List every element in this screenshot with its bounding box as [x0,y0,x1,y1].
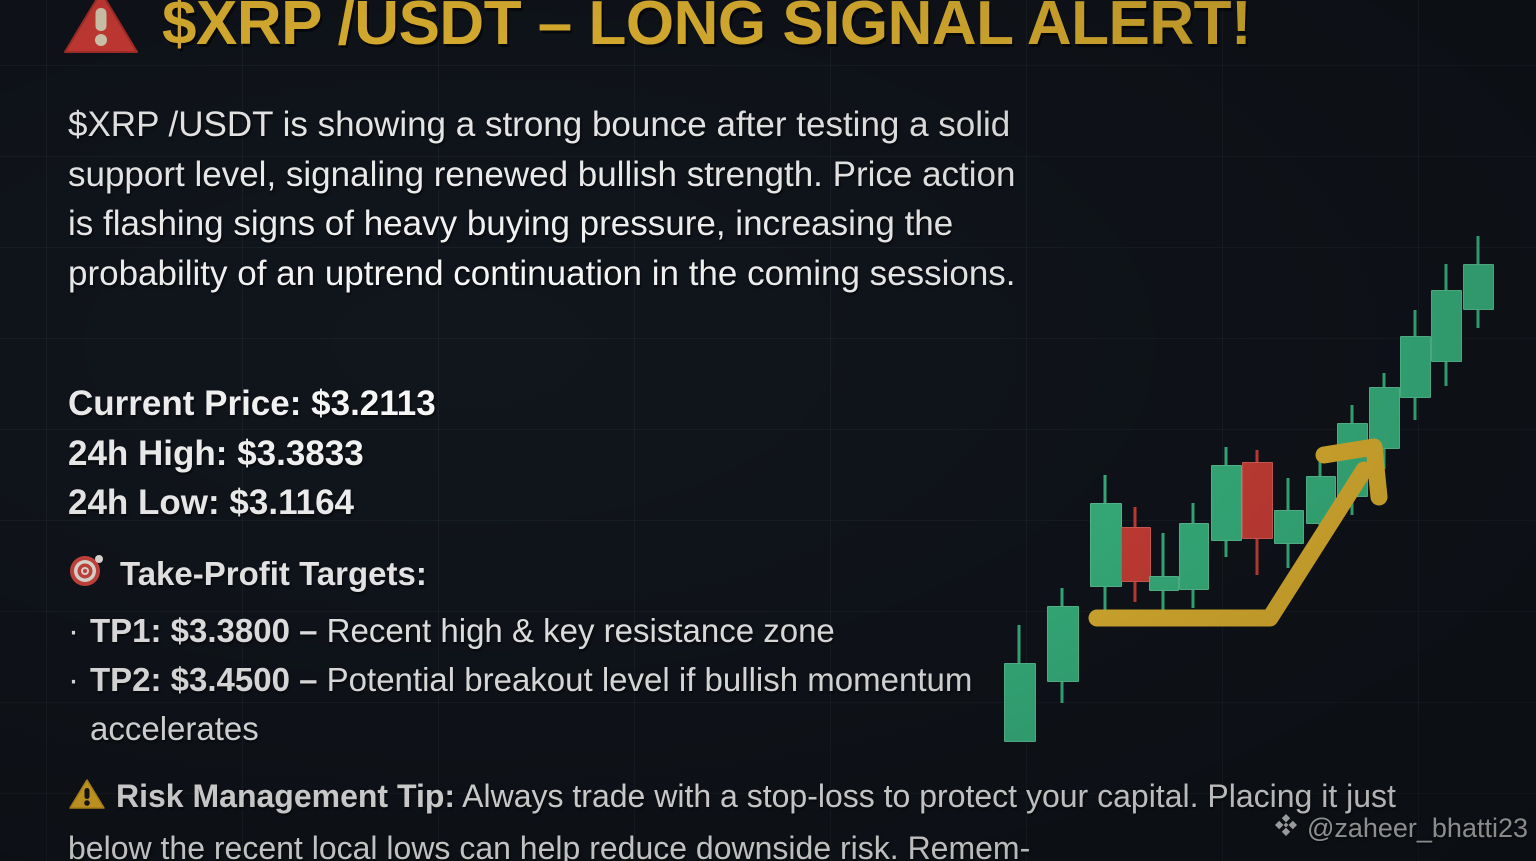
take-profit-heading: Take-Profit Targets: [68,552,427,596]
tp1-name: TP1: $3.3800 – [90,612,318,649]
candle-15 [1463,236,1494,328]
watermark-handle: @zaheer_bhatti23 [1306,813,1528,843]
page-title-text: $XRP /USDT – LONG SIGNAL ALERT! [162,0,1252,58]
list-item: · TP2: $3.4500 – Potential breakout leve… [68,655,1028,753]
price-stats: Current Price: $3.2113 24h High: $3.3833… [68,379,436,528]
take-profit-list: · TP1: $3.3800 – Recent high & key resis… [68,606,1028,753]
watermark: @zaheer_bhatti23 [1273,812,1528,845]
candle-14 [1431,264,1462,386]
page-title: $XRP /USDT – LONG SIGNAL ALERT! [62,0,1252,61]
list-bullet: · [68,661,79,698]
target-icon [68,552,104,596]
candle-7 [1211,447,1242,557]
risk-management-tip: Risk Management Tip: Always trade with a… [68,772,1488,861]
candle-body [1431,290,1462,362]
list-bullet: · [68,612,79,649]
tp2-note: Potential breakout level if bullish mome… [90,661,973,747]
candle-body [1004,663,1036,742]
candle-6 [1179,503,1209,608]
candle-body [1211,465,1242,541]
list-item: · TP1: $3.3800 – Recent high & key resis… [68,606,1028,655]
risk-tip-text: Always trade with a stop-loss to protect… [68,778,1396,861]
current-price-label: Current Price: [68,384,302,423]
risk-tip-label: Risk Management Tip: [116,778,456,814]
low-24h-label: 24h Low: [68,483,220,522]
candle-body [1090,503,1122,587]
candle-9 [1274,478,1304,568]
candle-5 [1149,533,1179,624]
candle-body [1242,462,1273,539]
candle-8 [1242,450,1273,575]
candle-4 [1121,507,1151,602]
candle-body [1047,606,1079,682]
high-24h-value: $3.3833 [237,433,364,473]
high-24h-row: 24h High: $3.3833 [68,429,436,479]
candle-body [1400,336,1431,398]
candle-body [1274,510,1304,544]
candle-13 [1400,310,1431,420]
summary-paragraph: $XRP /USDT is showing a strong bounce af… [68,105,1016,293]
tp2-line: TP2: $3.4500 – Potential breakout level … [90,655,1028,753]
warning-triangle-red-icon [62,0,140,61]
candle-body [1149,576,1179,591]
current-price-value: $3.2113 [311,384,436,423]
high-24h-label: 24h High: [68,433,228,473]
take-profit-heading-text: Take-Profit Targets: [120,555,427,592]
candle-body [1463,264,1494,310]
current-price-row: Current Price: $3.2113 [68,379,436,429]
candle-body [1121,527,1151,582]
candle-3 [1090,475,1122,620]
candle-2 [1047,588,1079,703]
low-24h-value: $3.1164 [229,483,355,522]
low-24h-row: 24h Low: $3.1164 [68,478,436,528]
tp1-note: Recent high & key resistance zone [317,612,835,649]
candlestick-chart [960,0,1536,861]
warning-triangle-yellow-icon [68,776,106,824]
candle-1 [1004,625,1036,742]
tp1-line: TP1: $3.3800 – Recent high & key resista… [90,606,835,655]
tp2-name: TP2: $3.4500 – [90,661,318,698]
bullish-uptrend-arrow [1088,438,1388,627]
binance-diamond-icon [1273,812,1299,845]
candle-body [1179,523,1209,590]
